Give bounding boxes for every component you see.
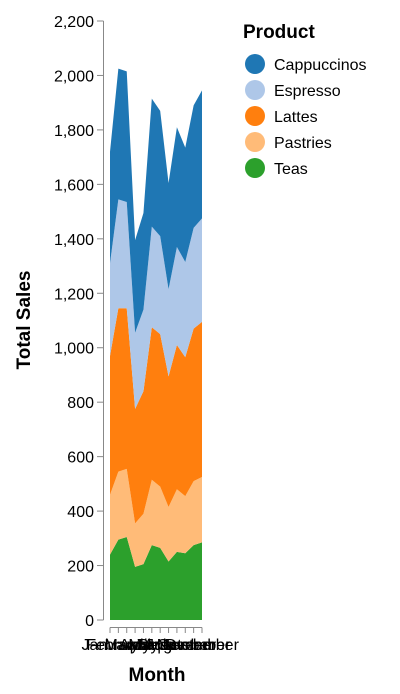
x-tick-label: July	[146, 637, 174, 654]
x-tick-label: May	[128, 637, 158, 654]
y-tick-label: 2,200	[54, 14, 94, 31]
y-tick-label: 2,000	[54, 68, 94, 85]
plot-area	[110, 68, 202, 620]
y-tick-label: 1,600	[54, 177, 94, 194]
area-espresso	[110, 199, 202, 409]
y-axis-title: Total Sales	[14, 271, 35, 370]
legend-swatch-cappuccinos	[245, 54, 265, 74]
x-tick-label: March	[105, 637, 149, 654]
legend-label-teas: Teas	[274, 161, 308, 178]
x-tick-label: June	[134, 637, 169, 654]
x-tick-label: April	[119, 637, 151, 654]
legend-swatch-pastries	[245, 132, 265, 152]
y-axis: 0 200 400 600 800 1,000 1,200 1,400 1,600 1,800 2,…	[54, 14, 104, 630]
x-tick-label: October	[157, 637, 215, 654]
x-tick-label: September	[138, 637, 217, 654]
legend-label-lattes: Lattes	[274, 109, 318, 126]
legend-swatch-teas	[245, 158, 265, 178]
x-tick-label: November	[157, 637, 231, 654]
area-cappuccinos	[110, 68, 202, 333]
legend-swatch-espresso	[245, 80, 265, 100]
legend-swatch-lattes	[245, 106, 265, 126]
area-teas	[110, 536, 202, 620]
x-tick-label: December	[165, 637, 239, 654]
legend: Product Cappuccinos Espresso Lattes Pastrie…	[243, 22, 367, 178]
area-pastries	[110, 468, 202, 567]
legend-label-cappuccinos: Cappuccinos	[274, 57, 367, 74]
y-tick-label: 1,000	[54, 341, 94, 358]
y-tick-label: 600	[67, 450, 94, 467]
legend-title: Product	[243, 22, 315, 43]
y-tick-label: 1,200	[54, 286, 94, 303]
x-tick-label: January	[82, 637, 139, 654]
y-tick-label: 0	[85, 613, 94, 630]
x-axis: JanuaryFebruaryMarchAprilMayJuneJulyAugu…	[82, 627, 240, 654]
y-tick-label: 800	[67, 395, 94, 412]
x-tick-label: February	[86, 637, 150, 654]
y-tick-label: 1,800	[54, 123, 94, 140]
y-tick-label: 400	[67, 504, 94, 521]
legend-label-espresso: Espresso	[274, 83, 341, 100]
y-tick-label: 200	[67, 559, 94, 576]
legend-label-pastries: Pastries	[274, 135, 332, 152]
x-tick-label: August	[144, 637, 194, 654]
y-tick-label: 1,400	[54, 232, 94, 249]
x-axis-title: Month	[129, 665, 186, 686]
area-lattes	[110, 308, 202, 524]
